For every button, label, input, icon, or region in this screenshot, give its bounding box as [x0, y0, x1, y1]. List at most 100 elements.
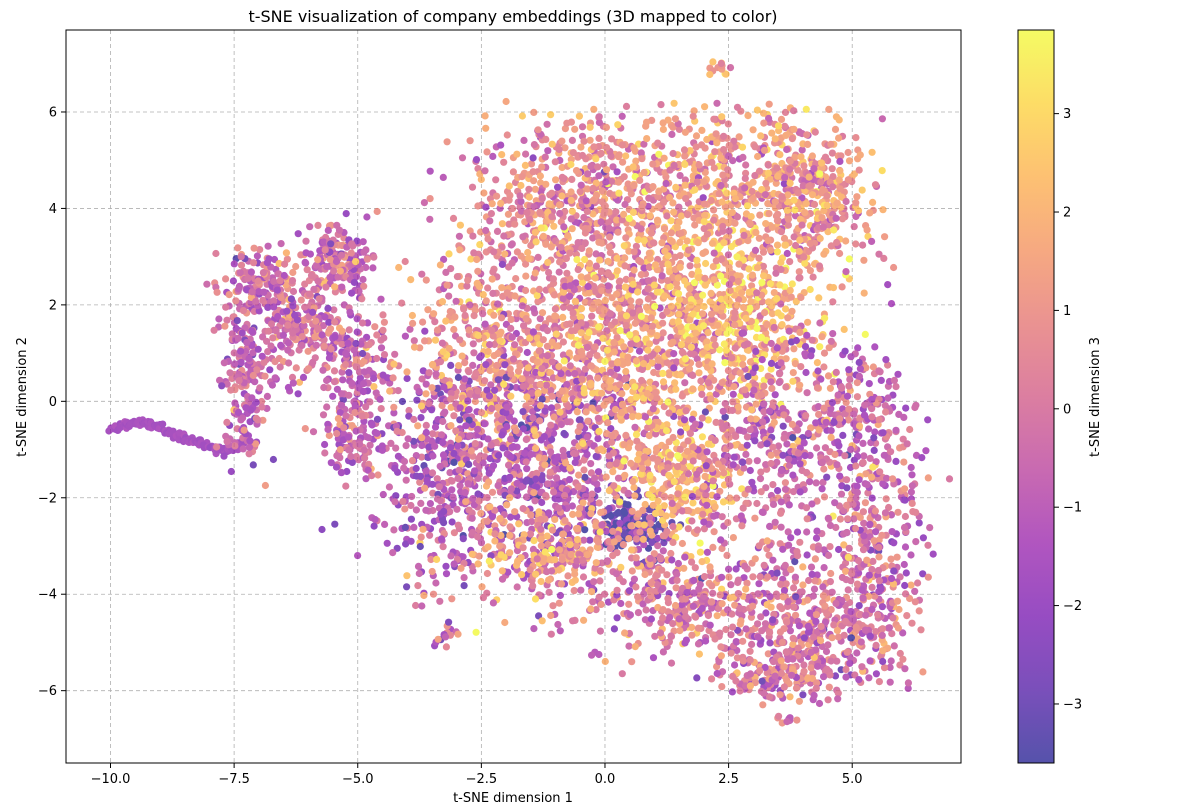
scatter-point	[608, 438, 616, 446]
scatter-point	[372, 389, 380, 397]
scatter-point	[678, 539, 687, 548]
scatter-point	[584, 282, 592, 291]
scatter-point	[258, 397, 266, 406]
scatter-point	[501, 618, 509, 627]
scatter-point	[393, 544, 401, 552]
scatter-point	[426, 215, 434, 223]
scatter-point	[403, 368, 411, 376]
scatter-point	[568, 136, 577, 144]
scatter-point	[613, 290, 621, 298]
scatter-point	[332, 257, 341, 266]
scatter-point	[314, 324, 322, 332]
scatter-point	[467, 447, 475, 455]
scatter-point	[525, 254, 533, 263]
scatter-point	[549, 602, 557, 610]
scatter-point	[526, 566, 534, 574]
scatter-point	[327, 459, 335, 467]
scatter-point	[425, 400, 433, 408]
scatter-point	[563, 381, 571, 389]
scatter-point	[584, 417, 592, 425]
scatter-point	[422, 506, 430, 514]
scatter-point	[455, 232, 463, 240]
scatter-point	[543, 532, 551, 540]
scatter-point	[490, 311, 498, 319]
scatter-point	[627, 459, 635, 467]
scatter-point	[336, 446, 344, 454]
scatter-point	[492, 176, 500, 184]
scatter-point	[634, 510, 643, 518]
scatter-point	[598, 187, 607, 195]
scatter-point	[519, 233, 527, 241]
scatter-point	[220, 359, 228, 367]
scatter-point	[627, 297, 635, 305]
scatter-point	[488, 404, 496, 413]
scatter-point	[494, 300, 502, 308]
scatter-point	[374, 471, 382, 479]
scatter-point	[585, 328, 593, 337]
scatter-point	[598, 287, 606, 295]
scatter-point	[614, 228, 622, 236]
scatter-point	[539, 336, 547, 344]
scatter-point	[448, 518, 456, 526]
scatter-point	[555, 145, 563, 154]
scatter-point	[223, 418, 231, 426]
scatter-point	[339, 376, 347, 384]
scatter-point	[220, 452, 228, 460]
scatter-point	[470, 312, 478, 320]
scatter-point	[221, 322, 229, 330]
scatter-point	[348, 240, 356, 248]
scatter-point	[324, 226, 332, 234]
scatter-point	[416, 478, 424, 486]
scatter-point	[587, 381, 595, 389]
scatter-point	[401, 523, 409, 532]
scatter-point	[332, 463, 341, 471]
scatter-point	[394, 452, 402, 460]
scatter-point	[267, 342, 275, 350]
scatter-point	[484, 435, 492, 443]
scatter-point	[563, 418, 571, 426]
scatter-point	[509, 355, 517, 363]
scatter-point	[323, 403, 331, 411]
scatter-point	[553, 474, 561, 482]
scatter-point	[530, 141, 539, 149]
scatter-point	[358, 412, 366, 420]
scatter-point	[330, 378, 339, 386]
scatter-point	[246, 437, 254, 445]
scatter-point	[573, 408, 581, 416]
scatter-point	[273, 286, 281, 294]
scatter-point	[659, 319, 667, 327]
scatter-point	[292, 364, 300, 372]
scatter-point	[619, 541, 628, 549]
scatter-point	[276, 277, 284, 285]
scatter-point	[551, 312, 559, 320]
scatter-point	[358, 295, 366, 303]
scatter-point	[448, 477, 456, 485]
scatter-point	[350, 278, 358, 286]
scatter-point	[689, 499, 697, 507]
scatter-point	[603, 346, 611, 354]
scatter-point	[612, 460, 620, 468]
scatter-point	[576, 188, 584, 196]
scatter-point	[470, 249, 478, 257]
scatter-point	[493, 192, 501, 200]
scatter-point	[534, 389, 542, 397]
scatter-point	[617, 563, 625, 572]
scatter-point	[289, 287, 298, 296]
scatter-point	[379, 490, 387, 499]
scatter-point	[551, 158, 559, 166]
scatter-point	[348, 422, 356, 430]
scatter-point	[577, 143, 585, 151]
scatter-point	[637, 271, 645, 279]
scatter-point	[555, 504, 563, 512]
scatter-point	[559, 295, 567, 303]
scatter-point	[390, 403, 398, 411]
scatter-point	[578, 244, 586, 252]
scatter-point	[496, 337, 504, 345]
scatter-point	[627, 522, 635, 530]
scatter-point	[538, 365, 546, 373]
scatter-point	[393, 427, 401, 435]
scatter-point	[324, 304, 332, 312]
scatter-point	[621, 254, 629, 262]
scatter-point	[506, 365, 514, 373]
scatter-point	[561, 491, 569, 500]
